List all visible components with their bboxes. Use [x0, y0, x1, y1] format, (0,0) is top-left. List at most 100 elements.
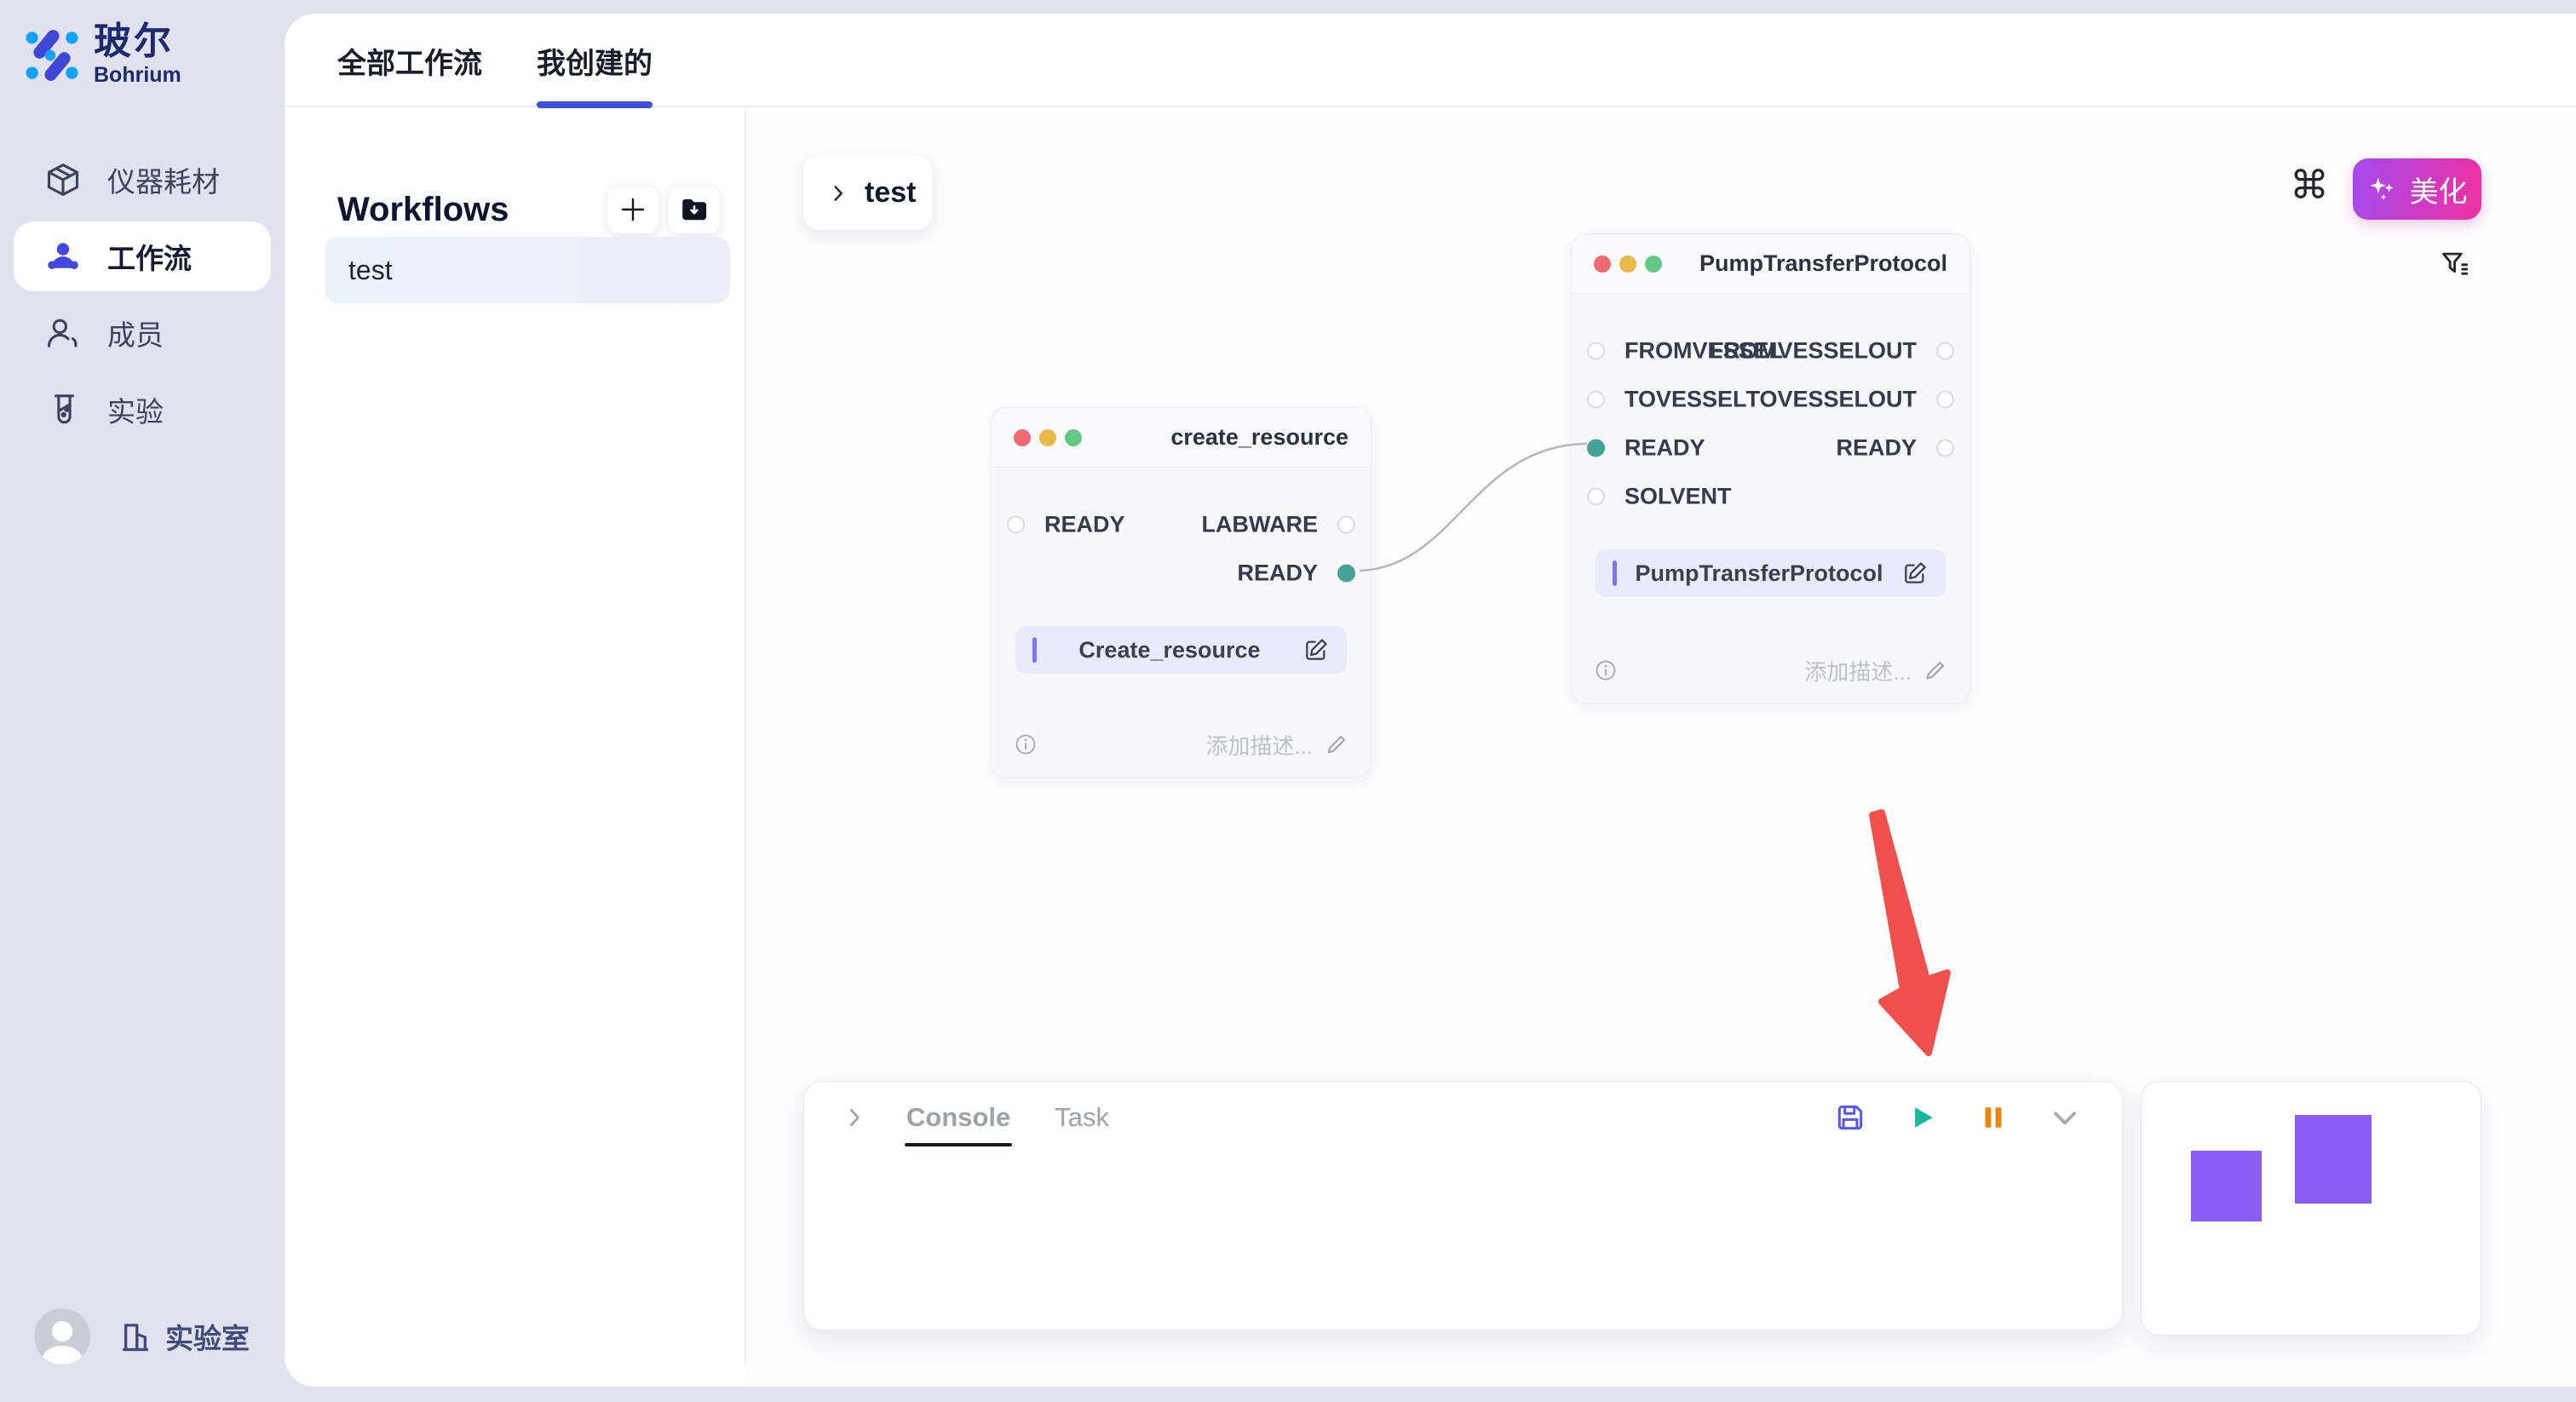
input-port-fromvessel[interactable] — [1587, 342, 1605, 359]
port-row: TOVESSEL TOVESSELOUT — [1572, 375, 1969, 423]
port-row: SOLVENT — [1572, 472, 1969, 520]
minimap-node-create-resource — [2191, 1151, 2262, 1221]
node-header: create_resource — [992, 408, 1371, 468]
workflow-list-panel: Workflows test — [285, 109, 746, 1365]
plus-icon — [621, 198, 645, 221]
node-action[interactable]: Create_resource — [1015, 626, 1347, 674]
node-ports: READY LABWARE READY — [992, 500, 1371, 597]
console-header: Console Task — [804, 1082, 2122, 1153]
filter-icon[interactable] — [2439, 248, 2471, 280]
tab-my-created[interactable]: 我创建的 — [537, 40, 653, 108]
port-row: READY — [992, 549, 1371, 597]
pencil-icon[interactable] — [1923, 658, 1947, 682]
sidebar-item-label: 成员 — [107, 319, 164, 351]
port-label: FROMVESSEL — [1624, 337, 1784, 363]
input-port-ready[interactable] — [1007, 515, 1025, 533]
chevron-down-icon[interactable] — [2049, 1101, 2081, 1134]
input-port-solvent[interactable] — [1587, 487, 1605, 505]
text-cursor — [1613, 560, 1617, 586]
edge-create-to-pump — [1359, 442, 1588, 572]
node-action-label: Create_resource — [1078, 636, 1261, 663]
dot-green-icon — [1645, 255, 1662, 273]
port-label: SOLVENT — [1624, 483, 1732, 509]
members-icon — [47, 319, 78, 348]
brand-title: 玻尔 — [94, 20, 174, 62]
beautify-button[interactable]: 美化 — [2353, 158, 2481, 220]
port-row: READY READY — [1572, 423, 1969, 472]
play-icon[interactable] — [1906, 1101, 1938, 1134]
input-port-ready[interactable] — [1587, 439, 1605, 457]
node-title: PumpTransferProtocol — [1699, 250, 1947, 276]
tab-task[interactable]: Task — [1055, 1102, 1110, 1132]
sidebar-item-experiments[interactable]: 实验 — [0, 371, 285, 448]
add-workflow-button[interactable] — [607, 185, 659, 234]
port-label: FROMVESSELOUT — [1709, 337, 1917, 363]
import-workflow-button[interactable] — [668, 185, 721, 234]
minimap-node-pump-transfer — [2295, 1115, 2372, 1204]
workflow-list-item-test[interactable]: test — [325, 237, 730, 303]
command-icon[interactable]: ⌘ — [2290, 163, 2329, 207]
output-port-labware[interactable] — [1337, 515, 1355, 533]
port-label: TOVESSEL — [1624, 386, 1747, 411]
dot-amber-icon — [1619, 255, 1636, 273]
output-port-tovesselout[interactable] — [1936, 390, 1954, 408]
tab-console[interactable]: Console — [904, 1102, 1013, 1146]
info-icon[interactable] — [1594, 658, 1618, 682]
node-pump-transfer-protocol[interactable]: PumpTransferProtocol FROMVESSEL FROMVESS… — [1571, 233, 1970, 704]
workflow-people-icon — [48, 243, 78, 270]
sidebar-item-workflow[interactable]: 工作流 — [14, 221, 271, 291]
annotation-arrow — [1869, 809, 1951, 1056]
node-action[interactable]: PumpTransferProtocol — [1596, 549, 1946, 597]
sidebar-menu: 仪器耗材 工作流 成员 — [0, 141, 285, 448]
pencil-icon[interactable] — [1325, 733, 1348, 756]
sidebar-item-instruments[interactable]: 仪器耗材 — [0, 141, 285, 218]
port-row: FROMVESSEL FROMVESSELOUT — [1572, 326, 1969, 375]
tab-all-workflows[interactable]: 全部工作流 — [337, 40, 482, 106]
input-port-tovessel[interactable] — [1587, 390, 1605, 408]
node-footer: 添加描述... — [1594, 653, 1947, 687]
node-create-resource[interactable]: create_resource READY LABWARE READY Crea… — [991, 407, 1371, 778]
test-tube-icon — [55, 394, 74, 424]
port-label: LABWARE — [1201, 511, 1319, 537]
bohrium-logo-icon — [26, 29, 78, 81]
sidebar-item-label: 仪器耗材 — [107, 166, 220, 198]
workflow-tabbar: 全部工作流 我创建的 — [285, 14, 2576, 108]
dot-amber-icon — [1039, 428, 1056, 446]
port-label: READY — [1237, 560, 1318, 585]
workflow-item-name: test — [348, 254, 393, 285]
console-actions — [1834, 1101, 2084, 1134]
node-action-label: PumpTransferProtocol — [1635, 560, 1883, 586]
output-port-fromvesselout[interactable] — [1936, 342, 1954, 359]
output-port-ready[interactable] — [1337, 564, 1355, 582]
main-content: 全部工作流 我创建的 Workflows — [285, 14, 2576, 1387]
output-port-ready[interactable] — [1936, 439, 1954, 457]
edit-icon[interactable] — [1901, 560, 1929, 587]
dot-green-icon — [1065, 428, 1082, 446]
minimap[interactable] — [2141, 1081, 2481, 1336]
port-row: READY LABWARE — [992, 500, 1371, 549]
description-placeholder[interactable]: 添加描述... — [1804, 658, 1912, 685]
text-cursor — [1032, 637, 1037, 663]
chevron-right-icon — [834, 185, 843, 201]
tab-label: 我创建的 — [537, 48, 653, 80]
lab-entry[interactable]: 实验室 — [118, 1316, 250, 1357]
dot-red-icon — [1594, 255, 1611, 273]
edit-icon[interactable] — [1302, 636, 1330, 664]
traffic-dots — [1594, 255, 1662, 273]
brand-subtitle: Bohrium — [94, 63, 181, 88]
avatar[interactable] — [34, 1308, 90, 1365]
console-panel: Console Task — [803, 1081, 2123, 1330]
folder-download-icon — [682, 199, 707, 221]
workflow-canvas[interactable]: test ⌘ 美化 create_resource — [748, 109, 2576, 1387]
save-icon[interactable] — [1834, 1101, 1866, 1134]
breadcrumb[interactable]: test — [803, 156, 932, 230]
port-label: READY — [1044, 511, 1125, 537]
sidebar: 玻尔 Bohrium 仪器耗材 工作流 — [0, 0, 285, 1402]
sidebar-item-members[interactable]: 成员 — [0, 295, 285, 371]
chevron-right-icon[interactable] — [842, 1105, 867, 1130]
info-icon[interactable] — [1014, 733, 1038, 756]
description-placeholder[interactable]: 添加描述... — [1205, 733, 1313, 759]
port-label: TOVESSELOUT — [1745, 386, 1917, 411]
pause-icon[interactable] — [1977, 1101, 2010, 1134]
workflows-title: Workflows — [337, 190, 509, 228]
